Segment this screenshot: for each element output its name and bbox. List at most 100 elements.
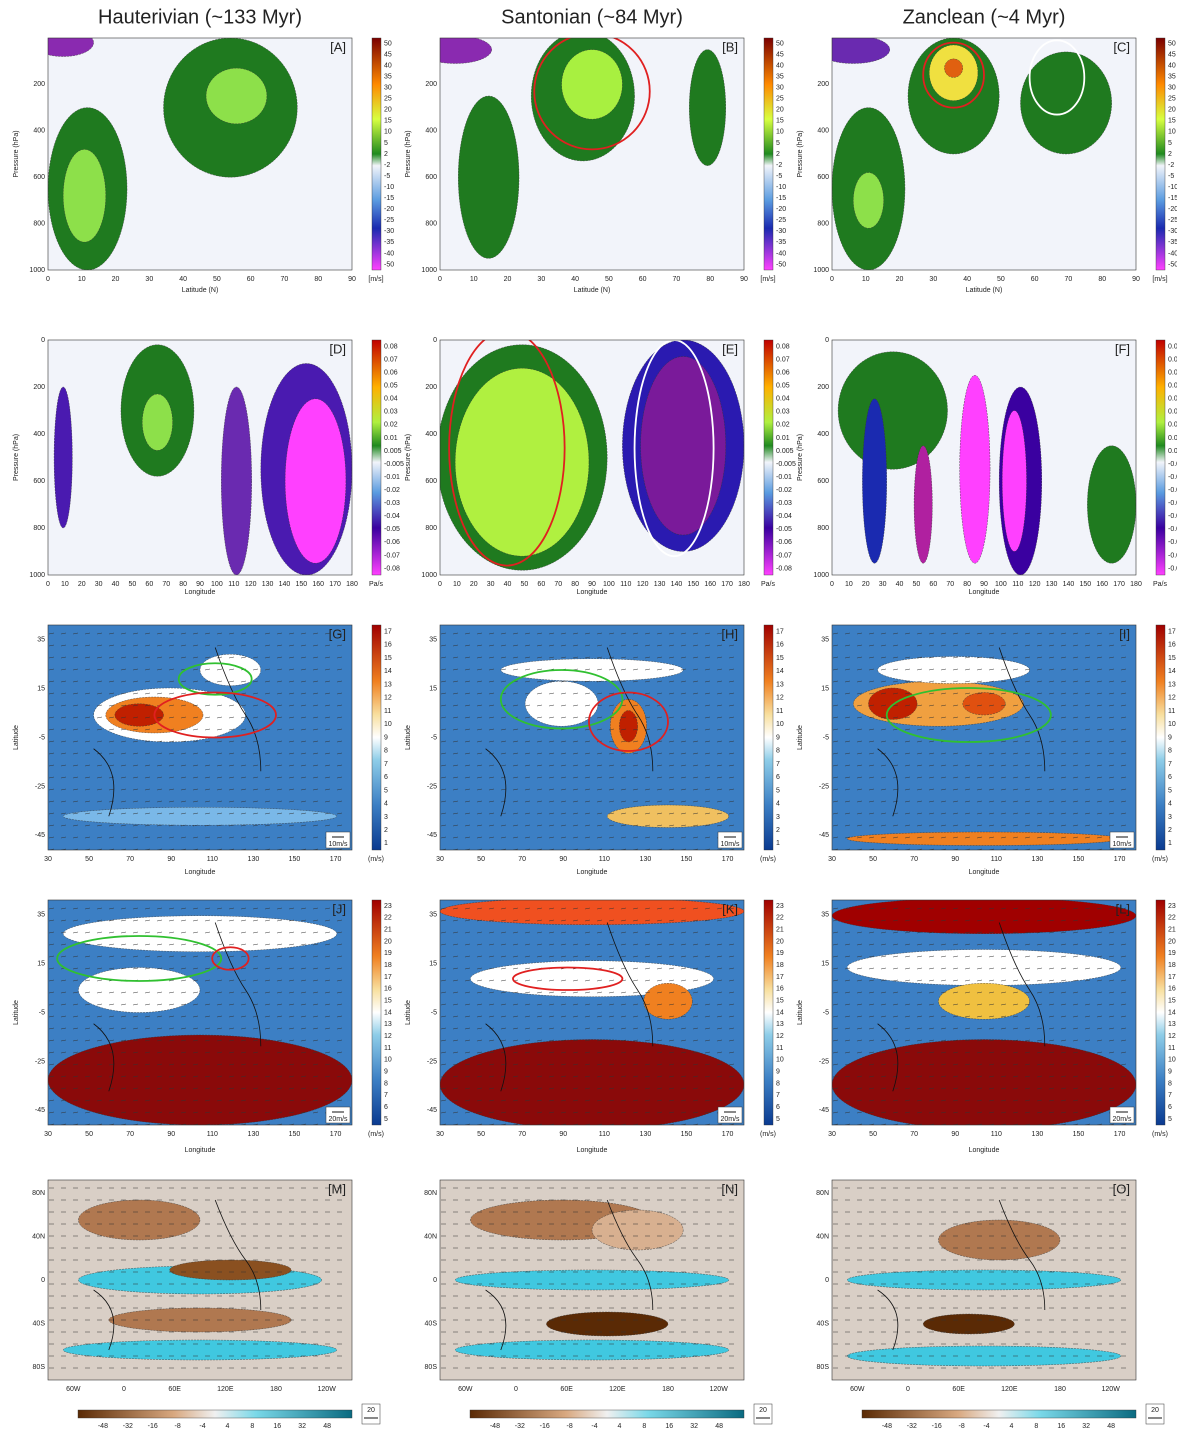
- contour-region: [170, 1260, 292, 1280]
- colorbar-label: 13: [1168, 1021, 1176, 1028]
- x-tick-label: 50: [605, 276, 613, 283]
- colorbar-label: 0.07: [776, 356, 790, 363]
- y-tick-label: 400: [425, 128, 437, 135]
- colorbar-label: 14: [776, 668, 784, 675]
- y-axis-label: Latitude: [405, 725, 412, 750]
- colorbar-label: 50: [384, 40, 392, 47]
- panel-label: [M]: [328, 1181, 346, 1196]
- panel-label: [O]: [1113, 1181, 1130, 1196]
- x-axis-label: Latitude (N): [574, 287, 611, 294]
- colorbar-label: 15: [384, 998, 392, 1005]
- x-tick-label: 90: [559, 1131, 567, 1138]
- contour-region: [419, 36, 492, 64]
- x-tick-label: 140: [1063, 581, 1075, 588]
- y-tick-label: -25: [819, 1058, 829, 1065]
- x-tick-label: 30: [537, 276, 545, 283]
- colorbar: [1156, 340, 1165, 575]
- contour-region: [63, 807, 337, 825]
- x-tick-label: 130: [248, 1131, 260, 1138]
- colorbar-label: 9: [776, 1069, 780, 1076]
- y-tick-label: 15: [821, 685, 829, 692]
- y-tick-label: 1000: [813, 267, 829, 274]
- x-tick-label: 60E: [952, 1386, 965, 1393]
- colorbar-label: 0.08: [384, 343, 398, 350]
- vector-key-label: 10m/s: [328, 841, 348, 848]
- contour-region: [832, 1040, 1136, 1130]
- colorbar-label: 14: [384, 668, 392, 675]
- x-tick-label: 40: [963, 276, 971, 283]
- x-tick-label: 30: [436, 856, 444, 863]
- contour-region: [963, 693, 1006, 716]
- colorbar-label: 4: [618, 1423, 622, 1430]
- colorbar-label: 48: [715, 1423, 723, 1430]
- colorbar-label: 50: [776, 40, 784, 47]
- colorbar-label: 21: [1168, 926, 1176, 933]
- x-tick-label: 170: [1113, 581, 1125, 588]
- contour-region: [847, 1270, 1121, 1290]
- colorbar-label: 1: [384, 840, 388, 847]
- y-tick-label: 15: [37, 960, 45, 967]
- panel-label: [J]: [332, 901, 346, 916]
- y-tick-label: 0: [433, 337, 437, 344]
- x-tick-label: 60W: [66, 1386, 81, 1393]
- contour-region: [960, 375, 990, 563]
- y-tick-label: 400: [33, 431, 45, 438]
- colorbar-label: 12: [1168, 695, 1176, 702]
- x-tick-label: 10: [470, 276, 478, 283]
- x-tick-label: 100: [603, 581, 615, 588]
- colorbar: [372, 38, 381, 270]
- colorbar-label: -25: [384, 217, 394, 224]
- y-tick-label: 80N: [816, 1190, 829, 1197]
- y-tick-label: 80S: [33, 1364, 46, 1371]
- x-axis-label: Longitude: [577, 1147, 608, 1154]
- y-tick-label: -25: [427, 1058, 437, 1065]
- colorbar-label: 0.08: [776, 343, 790, 350]
- plot-area: [48, 1180, 352, 1380]
- colorbar-label: 15: [776, 655, 784, 662]
- plot-area: [832, 340, 1136, 575]
- x-tick-label: 70: [1065, 276, 1073, 283]
- x-tick-label: 20: [78, 581, 86, 588]
- colorbar-label: -4: [199, 1423, 205, 1430]
- colorbar-label: -0.01: [384, 474, 400, 481]
- colorbar-label: 13: [384, 681, 392, 688]
- colorbar-label: -0.05: [384, 526, 400, 533]
- colorbar-label: -0.03: [1168, 500, 1177, 507]
- colorbar-label: 11: [1168, 708, 1175, 715]
- colorbar-label: 19: [384, 950, 392, 957]
- contour-region: [1020, 52, 1111, 154]
- x-tick-label: 30: [828, 856, 836, 863]
- colorbar-label: 23: [1168, 903, 1176, 910]
- x-tick-label: 70: [518, 1131, 526, 1138]
- y-tick-label: 40N: [32, 1233, 45, 1240]
- colorbar-label: -0.05: [1168, 526, 1177, 533]
- colorbar-label: 8: [1168, 1080, 1172, 1087]
- colorbar-label: 17: [1168, 974, 1176, 981]
- y-tick-label: 35: [821, 637, 829, 644]
- colorbar-label: 20: [1168, 938, 1176, 945]
- x-tick-label: 130: [1032, 1131, 1044, 1138]
- x-tick-label: 90: [740, 276, 748, 283]
- x-tick-label: 90: [348, 276, 356, 283]
- colorbar-label: 5: [776, 787, 780, 794]
- plot-area: [832, 1180, 1136, 1380]
- colorbar-label: 40: [776, 62, 784, 69]
- column-title: Zanclean (~4 Myr): [903, 6, 1066, 28]
- y-tick-label: -45: [427, 832, 437, 839]
- x-tick-label: 50: [869, 1131, 877, 1138]
- colorbar-label: -16: [148, 1423, 158, 1430]
- colorbar-label: 11: [1168, 1045, 1175, 1052]
- colorbar-label: 16: [776, 642, 784, 649]
- x-tick-label: 90: [980, 581, 988, 588]
- contour-region: [853, 173, 883, 229]
- colorbar-label: 12: [776, 1033, 784, 1040]
- colorbar-label: 0.01: [384, 435, 398, 442]
- colorbar-label: -0.07: [776, 552, 792, 559]
- x-tick-label: 90: [1132, 276, 1140, 283]
- x-tick-label: 0: [46, 581, 50, 588]
- colorbar-label: -0.04: [776, 513, 792, 520]
- colorbar-label: 4: [1010, 1423, 1014, 1430]
- y-tick-label: 35: [37, 912, 45, 919]
- colorbar-label: 0.07: [1168, 356, 1177, 363]
- contour-region: [938, 1220, 1060, 1260]
